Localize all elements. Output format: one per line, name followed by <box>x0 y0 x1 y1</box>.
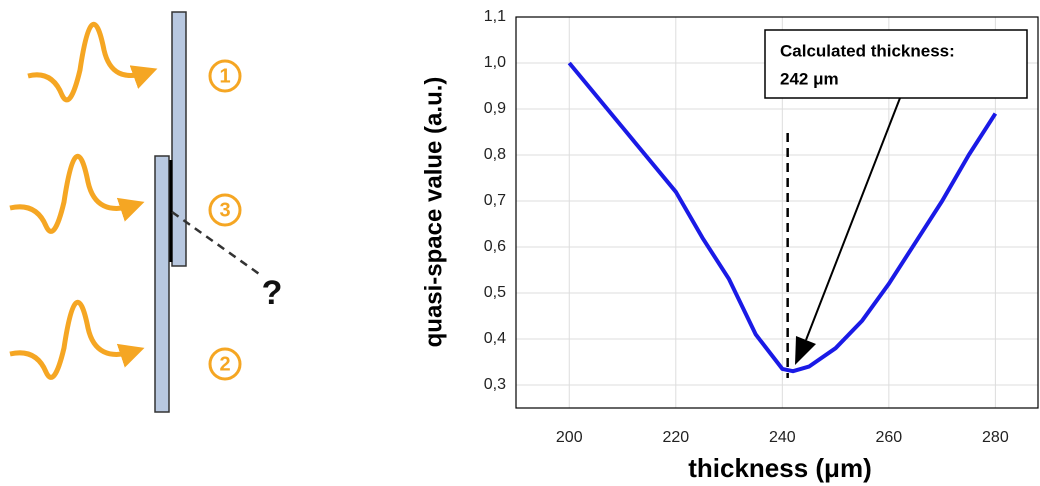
marker-label: 1 <box>219 65 230 87</box>
marker-circle <box>208 347 242 381</box>
marker-label: 2 <box>219 353 230 375</box>
x-tick-label: 240 <box>769 429 796 446</box>
y-axis-title: quasi-space value (a.u.) <box>420 77 447 348</box>
dashed-pointer <box>171 210 263 278</box>
question-mark: ? <box>262 274 283 312</box>
plate <box>154 155 170 413</box>
x-tick-label: 280 <box>982 429 1009 446</box>
marker-circle <box>208 59 242 93</box>
y-tick-label: 0,9 <box>484 100 506 117</box>
pulse <box>27 21 158 103</box>
marker-label: 3 <box>219 199 230 221</box>
y-tick-label: 0,8 <box>484 146 506 163</box>
x-tick-label: 260 <box>876 429 903 446</box>
y-tick-label: 0,3 <box>484 376 506 393</box>
marker-circle <box>208 193 242 227</box>
pulse <box>9 299 145 380</box>
y-tick-label: 0,6 <box>484 238 506 255</box>
y-tick-label: 0,7 <box>484 192 506 209</box>
diagram: 1 3 2 ? <box>9 11 283 413</box>
y-tick-label: 1,1 <box>484 8 506 25</box>
x-axis-title: thickness (μm) <box>688 453 872 483</box>
data-line <box>567 61 998 374</box>
annotation-text: 242 μm <box>780 69 839 88</box>
y-tick-label: 0,4 <box>484 330 506 347</box>
plate <box>171 11 187 267</box>
arrow-head <box>795 336 816 365</box>
plot-frame <box>515 16 1039 409</box>
annotation-arrow <box>805 97 901 341</box>
pulse <box>9 153 145 234</box>
annotation-box <box>764 29 1028 99</box>
chart: 0,3 0,4 0,5 0,6 0,7 0,8 0,9 1,0 1,1 200 220 240 260 2… <box>420 8 1039 483</box>
y-tick-label: 0,5 <box>484 284 506 301</box>
y-tick-label: 1,0 <box>484 54 506 71</box>
x-tick-label: 200 <box>556 429 583 446</box>
annotation-text: Calculated thickness: <box>780 41 955 60</box>
x-tick-label: 220 <box>662 429 689 446</box>
